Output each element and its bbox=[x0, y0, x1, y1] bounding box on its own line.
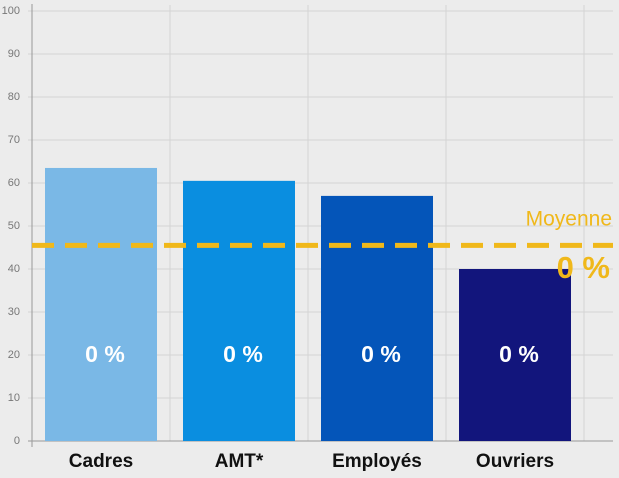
average-annotation: 0 % bbox=[557, 250, 610, 285]
y-tick-label: 70 bbox=[8, 134, 20, 146]
y-tick-label: 0 bbox=[14, 435, 20, 447]
y-tick-label: 80 bbox=[8, 91, 20, 103]
bar bbox=[459, 269, 571, 441]
average-label: Moyenne bbox=[526, 208, 612, 231]
bar-annotation: 0 % bbox=[499, 341, 539, 367]
bar bbox=[45, 167, 157, 441]
bar-annotation: 0 % bbox=[223, 341, 263, 367]
y-tick-label: 90 bbox=[8, 48, 20, 60]
y-tick-label: 100 bbox=[2, 5, 20, 17]
y-tick-label: 50 bbox=[8, 220, 20, 232]
y-tick-label: 20 bbox=[8, 349, 20, 361]
x-tick-label: AMT* bbox=[215, 451, 264, 472]
bar bbox=[183, 180, 295, 441]
y-tick-label: 60 bbox=[8, 177, 20, 189]
bar-annotation: 0 % bbox=[85, 341, 125, 367]
x-tick-label: Cadres bbox=[69, 451, 133, 472]
bar bbox=[321, 195, 433, 441]
y-tick-label: 30 bbox=[8, 306, 20, 318]
y-tick-label: 10 bbox=[8, 392, 20, 404]
x-tick-label: Employés bbox=[332, 451, 422, 472]
y-tick-label: 40 bbox=[8, 263, 20, 275]
bar-annotation: 0 % bbox=[361, 341, 401, 367]
x-tick-label: Ouvriers bbox=[476, 451, 554, 472]
